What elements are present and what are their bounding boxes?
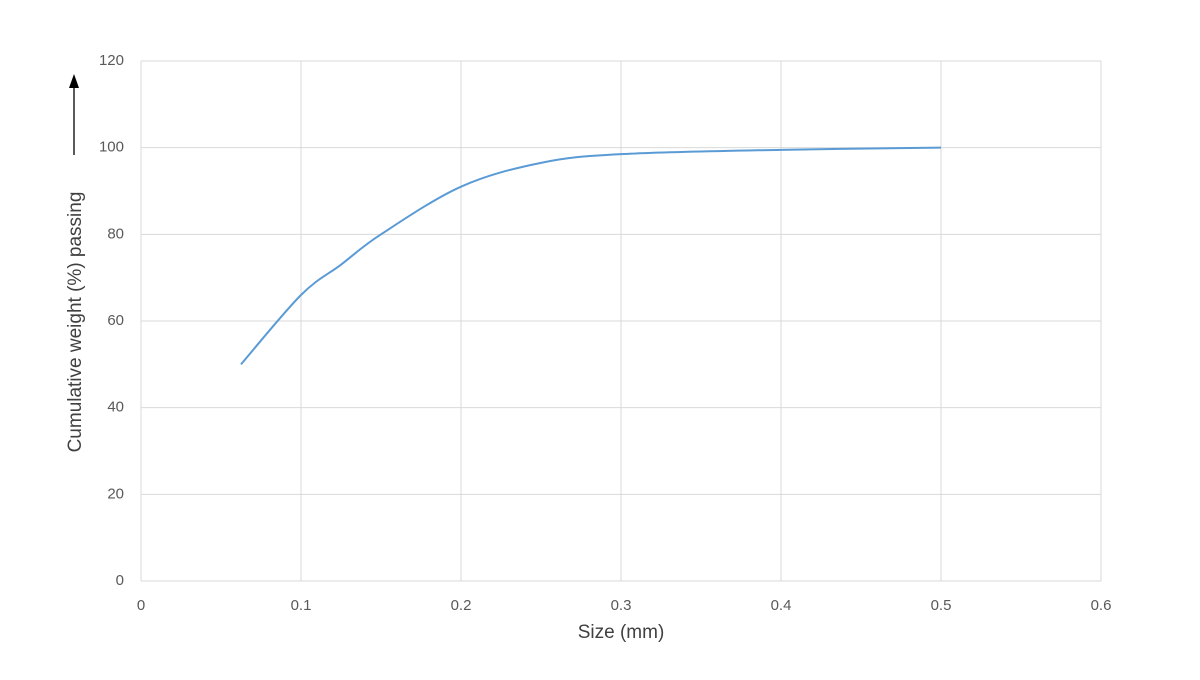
x-tick-label: 0.6 <box>1091 597 1112 614</box>
y-tick-label: 60 <box>107 312 124 329</box>
y-tick-label: 0 <box>116 572 124 589</box>
y-tick-label: 20 <box>107 485 124 502</box>
x-tick-label: 0.1 <box>291 597 312 614</box>
y-axis-title: Cumulative weight (%) passing <box>65 192 86 453</box>
y-tick-label: 40 <box>107 399 124 416</box>
y-arrow <box>69 74 79 155</box>
x-tick-label: 0.5 <box>931 597 952 614</box>
x-tick-label: 0.3 <box>611 597 632 614</box>
x-tick-label: 0.4 <box>771 597 792 614</box>
y-tick-label: 100 <box>99 139 124 156</box>
y-tick-label: 120 <box>99 52 124 69</box>
x-tick-label: 0 <box>137 597 145 614</box>
x-tick-label: 0.2 <box>451 597 472 614</box>
data-line <box>240 146 942 365</box>
y-tick-label: 80 <box>107 225 124 242</box>
x-axis-title: Size (mm) <box>578 622 665 643</box>
